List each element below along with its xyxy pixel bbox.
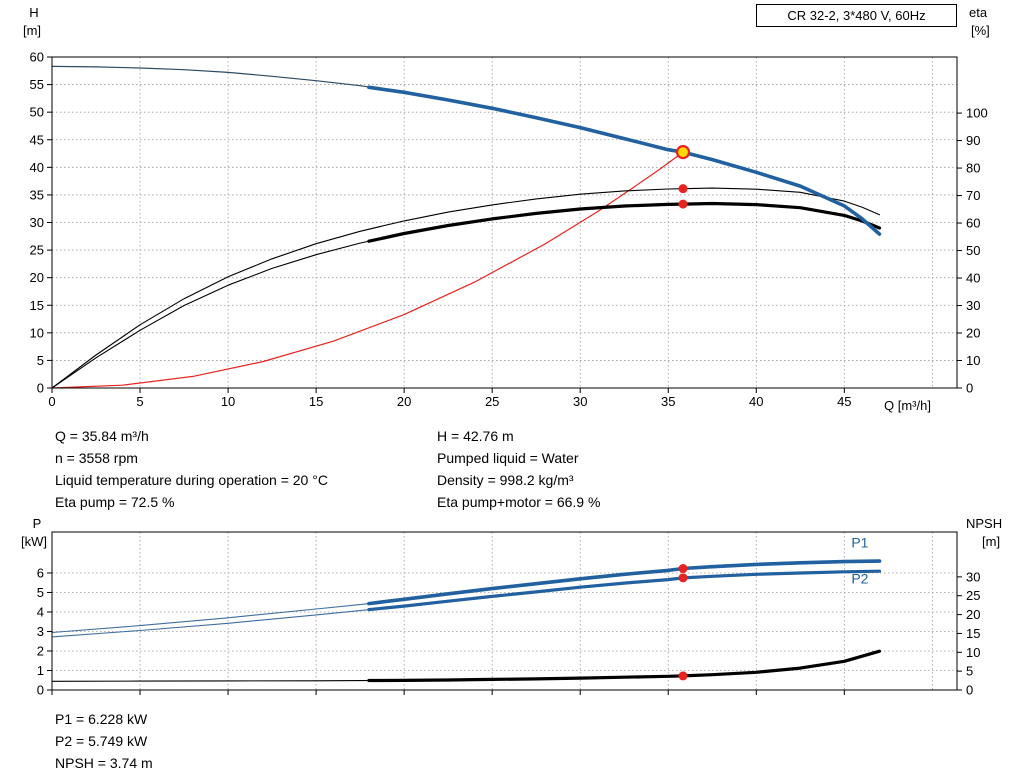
left-tick-label: 50 [30,105,44,120]
eta-pump-dot [678,184,688,194]
bottom-tick-label: 0 [48,394,55,409]
head-curve-duty [367,85,882,236]
duty-point [675,145,691,160]
left-axis-label: H [29,5,38,20]
right-tick-label: 80 [966,161,980,176]
right-tick-label: 20 [966,326,980,341]
left-tick-label: 3 [37,624,44,639]
result-liquid-temperature: Liquid temperature during operation = 20… [55,472,328,488]
npsh-dot [678,671,688,681]
eta-pump-curve [51,187,881,389]
bottom-tick-label: 45 [837,394,851,409]
right-axis-label: NPSH [966,516,1002,531]
result-p1: P1 = 6.228 kW [55,711,148,727]
bottom-tick-label: 5 [136,394,143,409]
eta-pump-motor-curve-duty [367,201,882,243]
left-tick-label: 1 [37,663,44,678]
bottom-tick-label: 40 [749,394,763,409]
right-axis-unit: [%] [971,23,990,38]
p1-label: P1 [851,535,868,551]
p2-curve-duty [367,569,882,612]
result-eta-pump-motor: Eta pump+motor = 66.9 % [437,494,601,510]
right-tick-label: 100 [966,106,988,121]
left-tick-label: 30 [30,215,44,230]
right-axis-label: eta [969,5,988,20]
right-tick-label: 30 [966,298,980,313]
power-npsh-chart: 0 1 2 3 4 5 6 0 5 10 15 20 25 30 P [kW] NPSH [m] P1 P2 [21,516,1002,698]
power-results: P1 = 6.228 kW P2 = 5.749 kW NPSH = 3.74 … [55,708,153,774]
x-axis-label: Q [m³/h] [884,398,931,413]
left-tick-label: 20 [30,270,44,285]
right-tick-label: 60 [966,216,980,231]
left-tick-label: 25 [30,243,44,258]
left-tick-label: 6 [37,565,44,580]
result-head: H = 42.76 m [437,428,514,444]
head-eta-chart: 0510152025303540455055600102030405060708… [23,5,990,413]
p1-dot [678,564,688,574]
result-flow: Q = 35.84 m³/h [55,428,149,444]
bottom-tick-label: 10 [221,394,235,409]
right-tick-label: 0 [966,683,973,698]
left-tick-label: 10 [30,325,44,340]
right-tick-label: 0 [966,381,973,396]
left-tick-label: 0 [37,683,44,698]
left-tick-label: 45 [30,132,44,147]
plot-frame [51,531,958,691]
npsh-curve [51,650,881,682]
result-pumped-liquid: Pumped liquid = Water [437,450,579,466]
right-axis-unit: [m] [982,534,1000,549]
p1-curve-duty [367,559,882,606]
left-tick-label: 40 [30,160,44,175]
result-p2: P2 = 5.749 kW [55,733,148,749]
right-tick-label: 5 [966,664,973,679]
bottom-tick-label: 25 [485,394,499,409]
left-tick-label: 4 [37,604,44,619]
right-tick-label: 10 [966,645,980,660]
left-axis-unit: [kW] [21,534,47,549]
p2-label: P2 [851,571,868,587]
left-tick-label: 15 [30,298,44,313]
result-density: Density = 998.2 kg/m³ [437,472,574,488]
pump-model-title-box: CR 32-2, 3*480 V, 60Hz [756,4,957,27]
npsh-curve-duty [367,649,882,683]
left-tick-label: 0 [37,381,44,396]
left-axis-unit: [m] [23,23,41,38]
system-curve [51,151,684,389]
right-tick-label: 10 [966,353,980,368]
eta-pump-motor-dot [678,199,688,209]
p2-curve [51,570,881,638]
p2-dot [678,573,688,583]
right-tick-label: 20 [966,607,980,622]
bottom-tick-label: 20 [397,394,411,409]
right-tick-label: 30 [966,569,980,584]
right-tick-label: 40 [966,271,980,286]
right-tick-label: 25 [966,588,980,603]
right-tick-label: 15 [966,626,980,641]
bottom-tick-label: 35 [661,394,675,409]
right-tick-label: 50 [966,243,980,258]
left-tick-label: 5 [37,585,44,600]
right-tick-label: 70 [966,188,980,203]
result-npsh: NPSH = 3.74 m [55,755,153,771]
bottom-tick-label: 30 [573,394,587,409]
left-tick-label: 55 [30,77,44,92]
p1-curve [51,560,881,634]
left-tick-label: 5 [37,353,44,368]
right-tick-label: 90 [966,133,980,148]
left-axis-label: P [33,516,42,531]
result-speed: n = 3558 rpm [55,450,138,466]
left-tick-label: 2 [37,643,44,658]
duty-results-right: H = 42.76 m Pumped liquid = Water Densit… [437,425,600,513]
bottom-tick-label: 15 [309,394,323,409]
result-eta-pump: Eta pump = 72.5 % [55,494,175,510]
left-tick-label: 60 [30,50,44,65]
left-tick-label: 35 [30,187,44,202]
duty-results-left: Q = 35.84 m³/h n = 3558 rpm Liquid tempe… [55,425,328,513]
